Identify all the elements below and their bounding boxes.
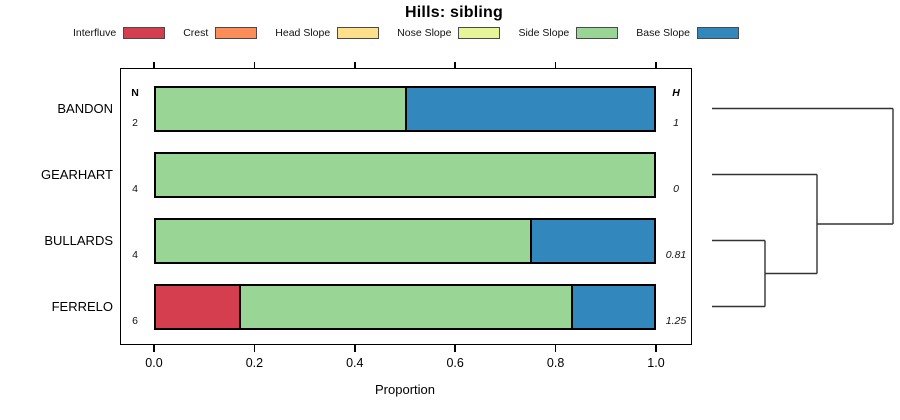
bar-segment-base-slope <box>529 219 654 262</box>
x-tick-bottom <box>655 345 657 352</box>
h-value-bandon: 1 <box>673 116 679 129</box>
legend-label: Head Slope <box>275 27 331 39</box>
x-tick-label: 0.6 <box>446 356 464 370</box>
x-tick-top <box>153 61 155 68</box>
legend-label: Base Slope <box>636 27 690 39</box>
x-tick-top <box>253 61 256 68</box>
bar-segment-base-slope <box>405 87 654 130</box>
legend-swatch-nose-slope <box>458 27 501 39</box>
x-tick-top <box>655 61 657 68</box>
row-label-bandon: BANDON <box>57 100 113 116</box>
h-column-header: H <box>672 86 680 99</box>
bar-gearhart <box>154 151 656 198</box>
bar-segment-side-slope <box>239 285 571 328</box>
bar-segment-side-slope <box>156 219 530 262</box>
legend-item-side-slope: Side Slope <box>518 27 619 39</box>
bar-ferrelo <box>154 283 656 330</box>
x-tick-label: 0.4 <box>346 356 364 370</box>
x-tick-bottom <box>554 345 557 352</box>
bar-segment-side-slope <box>156 153 654 196</box>
x-tick-label: 0.2 <box>245 356 264 370</box>
legend-item-interfluve: Interfluve <box>73 27 166 39</box>
x-tick-top <box>454 61 456 68</box>
bar-segment-base-slope <box>570 285 654 328</box>
n-column-header: N <box>131 86 139 99</box>
legend-swatch-crest <box>215 27 258 39</box>
bar-segment-side-slope <box>156 87 405 130</box>
x-tick-label: 0.0 <box>145 356 163 370</box>
n-value-gearhart: 4 <box>132 182 138 195</box>
legend-label: Nose Slope <box>397 27 452 39</box>
legend-item-nose-slope: Nose Slope <box>397 27 501 39</box>
row-label-bullards: BULLARDS <box>44 232 113 248</box>
legend-item-crest: Crest <box>183 27 258 39</box>
n-value-bandon: 2 <box>132 116 138 129</box>
legend-swatch-base-slope <box>696 27 739 39</box>
h-value-ferrelo: 1.25 <box>665 314 687 327</box>
bar-segment-interfluve <box>156 285 239 328</box>
legend-swatch-side-slope <box>576 27 619 39</box>
legend-swatch-interfluve <box>123 27 166 39</box>
row-label-ferrelo: FERRELO <box>51 298 113 314</box>
legend-item-base-slope: Base Slope <box>636 27 739 39</box>
x-tick-bottom <box>454 345 456 352</box>
legend-item-head-slope: Head Slope <box>275 27 380 39</box>
h-value-gearhart: 0 <box>673 182 679 195</box>
x-tick-label: 1.0 <box>647 356 665 370</box>
bar-bandon <box>154 85 656 132</box>
x-tick-bottom <box>354 345 356 352</box>
legend-swatch-head-slope <box>337 27 380 39</box>
x-tick-bottom <box>253 345 256 352</box>
bar-bullards <box>154 217 656 264</box>
n-value-ferrelo: 6 <box>132 314 138 327</box>
n-value-bullards: 4 <box>132 248 138 261</box>
x-tick-top <box>554 61 557 68</box>
legend: Interfluve Crest Head Slope Nose Slope Side … <box>0 27 812 39</box>
legend-label: Crest <box>183 27 209 39</box>
x-tick-bottom <box>153 345 155 352</box>
legend-label: Interfluve <box>73 27 117 39</box>
x-tick-label: 0.8 <box>546 356 565 370</box>
x-tick-top <box>354 61 356 68</box>
legend-label: Side Slope <box>518 27 570 39</box>
h-value-bullards: 0.81 <box>665 248 687 261</box>
x-axis-title: Proportion <box>375 382 435 397</box>
row-label-gearhart: GEARHART <box>41 166 113 182</box>
chart-title: Hills: sibling <box>405 4 503 21</box>
